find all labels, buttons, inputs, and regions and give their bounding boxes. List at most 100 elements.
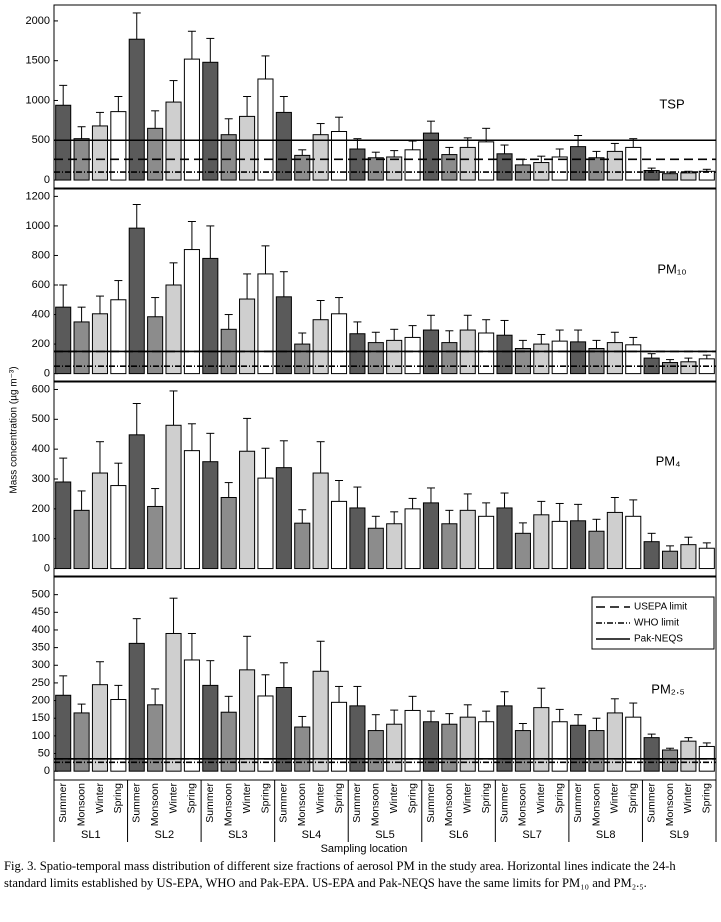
- bar: [661, 550, 679, 570]
- y-tick-label: 300: [32, 659, 50, 671]
- bar: [606, 511, 623, 570]
- y-tick-label: 0: [44, 174, 50, 186]
- bar: [239, 669, 256, 772]
- bar: [147, 505, 164, 570]
- x-tick-label: Summer: [131, 783, 143, 823]
- bar: [312, 134, 329, 181]
- site-label: SL1: [81, 829, 101, 841]
- site-label: SL9: [669, 829, 689, 841]
- bar: [275, 111, 292, 181]
- chart: Mass concentration (µg m⁻³) Sampling loc…: [9, 4, 717, 855]
- bar: [147, 704, 164, 772]
- x-tick-label: Spring: [627, 783, 639, 814]
- x-tick-label: Winter: [167, 783, 179, 814]
- bar: [202, 684, 219, 772]
- bar: [128, 434, 145, 570]
- y-tick-label: 500: [32, 134, 50, 146]
- y-tick-label: 1000: [26, 220, 50, 232]
- x-tick-label: Spring: [333, 783, 345, 814]
- bar: [349, 333, 366, 375]
- bar: [55, 306, 72, 375]
- y-tick-label: 600: [32, 383, 50, 395]
- bar: [367, 342, 384, 375]
- plot-frame: [53, 576, 717, 781]
- panel-title: PM₂.₅: [651, 681, 684, 696]
- x-tick-label: Winter: [314, 783, 326, 814]
- bar: [147, 127, 164, 181]
- y-tick-label: 2000: [26, 15, 50, 27]
- y-tick-label: 100: [32, 533, 50, 545]
- bar: [220, 134, 237, 181]
- bar: [202, 461, 219, 570]
- bar: [110, 111, 127, 181]
- bar: [73, 509, 90, 570]
- bar: [110, 699, 127, 772]
- y-tick-label: 0: [44, 765, 50, 777]
- bar: [330, 500, 348, 570]
- bar: [239, 298, 256, 375]
- legend-label: USEPA limit: [634, 602, 687, 613]
- bar: [91, 684, 109, 772]
- y-tick-label: 200: [32, 503, 50, 515]
- x-tick-label: Monsoon: [664, 783, 676, 826]
- bar: [55, 104, 72, 181]
- plot-frame: [53, 4, 717, 189]
- bar: [441, 154, 458, 181]
- bar: [478, 141, 495, 181]
- x-tick-label: Monsoon: [590, 783, 602, 826]
- bar: [257, 477, 274, 570]
- bar: [404, 508, 421, 570]
- bar: [533, 707, 550, 772]
- bar: [404, 149, 421, 181]
- y-tick-label: 450: [32, 606, 50, 618]
- x-tick-label: Winter: [462, 783, 474, 814]
- site-label: SL6: [449, 829, 469, 841]
- bar: [478, 721, 495, 772]
- bar: [183, 249, 200, 375]
- bar: [367, 730, 384, 772]
- bar: [312, 319, 329, 375]
- bar: [570, 146, 587, 181]
- bar: [514, 730, 531, 772]
- x-tick-label: Spring: [406, 783, 418, 814]
- bar: [128, 38, 145, 181]
- x-tick-label: Winter: [609, 783, 621, 814]
- bar: [202, 61, 219, 181]
- bar: [680, 544, 697, 570]
- bar: [367, 527, 384, 570]
- bar: [183, 659, 200, 772]
- bar: [275, 296, 292, 375]
- bar: [606, 712, 623, 772]
- x-tick-label: Monsoon: [222, 783, 234, 826]
- x-tick-label: Spring: [259, 783, 271, 814]
- x-axis-label: Sampling location: [321, 843, 408, 855]
- bar: [110, 485, 127, 570]
- y-tick-label: 400: [32, 308, 50, 320]
- x-tick-label: Summer: [204, 783, 216, 823]
- bar: [73, 712, 90, 772]
- bar: [496, 507, 513, 570]
- bar: [570, 724, 587, 772]
- y-tick-label: 1200: [26, 190, 50, 202]
- bar: [533, 514, 550, 570]
- bar: [588, 348, 605, 375]
- bar: [294, 522, 311, 570]
- bar: [330, 313, 348, 375]
- bar: [55, 694, 72, 772]
- y-tick-label: 1500: [26, 55, 50, 67]
- bar: [128, 642, 145, 772]
- bar: [55, 481, 72, 570]
- bar: [239, 115, 256, 181]
- bar: [459, 146, 476, 181]
- bar: [73, 321, 90, 375]
- bar: [128, 227, 145, 375]
- bar: [625, 344, 642, 375]
- y-tick-label: 0: [44, 562, 50, 574]
- y-tick-label: 150: [32, 712, 50, 724]
- y-tick-label: 350: [32, 642, 50, 654]
- x-tick-label: Spring: [112, 783, 124, 814]
- y-tick-label: 200: [32, 694, 50, 706]
- x-tick-label: Spring: [553, 783, 565, 814]
- bar: [680, 740, 697, 772]
